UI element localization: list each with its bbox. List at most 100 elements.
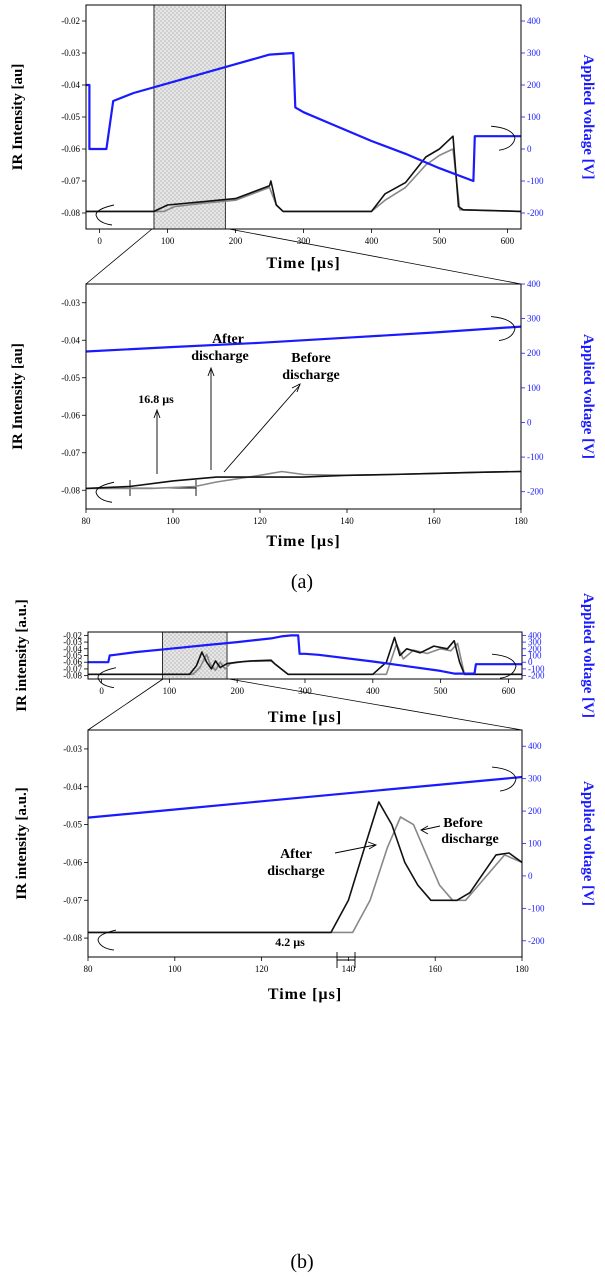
delay-label: 16.8 µs — [138, 392, 174, 406]
y-right-tick-label: 100 — [528, 839, 542, 849]
x-tick-label: 160 — [427, 516, 441, 526]
series-line-after-discharge — [88, 636, 522, 676]
y-right-tick-label: 200 — [527, 80, 541, 90]
x-axis-label: Time [µs] — [268, 986, 342, 1003]
y-right-tick-label: 100 — [528, 651, 542, 661]
y-right-tick-label: 0 — [527, 417, 532, 427]
y-right-tick-label: 0 — [527, 144, 532, 154]
after-discharge-label: After — [280, 847, 312, 862]
y-right-tick-label: 400 — [527, 279, 541, 289]
y-tick-label: -0.02 — [61, 16, 80, 26]
plot-frame — [85, 283, 522, 510]
y-right-tick-label: 200 — [528, 644, 542, 654]
y-right-axis-label: Applied voltage [V] — [580, 334, 596, 459]
x-tick-label: 180 — [515, 964, 529, 974]
x-axis-label: Time [µs] — [266, 533, 340, 550]
y-right-tick-label: 400 — [528, 630, 542, 640]
x-tick-label: 200 — [230, 686, 244, 696]
x-tick-label: 80 — [82, 516, 92, 526]
plot-frame — [85, 4, 522, 230]
x-tick-label: 300 — [297, 236, 311, 246]
y-right-tick-label: -200 — [528, 936, 545, 946]
x-tick-label: 300 — [298, 686, 312, 696]
left-axis-arrow — [97, 667, 117, 689]
before-discharge-label: Before — [291, 351, 330, 366]
delay-label: 4.2 µs — [275, 935, 305, 949]
y-tick-label: -0.03 — [61, 298, 80, 308]
y-right-tick-label: -200 — [527, 487, 544, 497]
chart-panel-b-overview: 0 100 200 300 400 500 600-0.08-0.07-0.06-0.05-… — [14, 593, 596, 726]
y-right-tick-label: 100 — [527, 383, 541, 393]
series-line-after-discharge — [86, 135, 522, 213]
series-line-after-discharge — [88, 801, 523, 934]
y-tick-label: -0.03 — [63, 637, 82, 647]
series-line-applied-voltage — [85, 325, 522, 353]
x-axis-label: Time [µs] — [268, 709, 342, 726]
y-tick-label: -0.06 — [61, 410, 80, 420]
y-right-tick-label: 0 — [528, 657, 533, 667]
y-axis-label: IR Intensity [au] — [10, 64, 26, 171]
left-axis-arrow — [95, 204, 115, 226]
y-tick-label: -0.08 — [63, 933, 82, 943]
y-tick-label: -0.06 — [61, 144, 80, 154]
y-right-axis-label: Applied voltage [V] — [580, 781, 596, 906]
x-axis-label: Time [µs] — [266, 255, 340, 272]
y-right-tick-label: 400 — [527, 16, 541, 26]
left-axis-arrow — [97, 929, 117, 951]
y-right-tick-label: -100 — [528, 903, 545, 913]
series-line-applied-voltage — [86, 51, 521, 183]
y-tick-label: -0.05 — [63, 820, 82, 830]
left-axis-arrow — [95, 481, 115, 503]
annotations-b: After discharge Before discharge 4.2 µs — [267, 816, 499, 968]
before-discharge-label-2: discharge — [441, 832, 499, 847]
y-right-tick-label: 100 — [527, 112, 541, 122]
series-line-applied-voltage — [88, 634, 522, 675]
y-right-tick-label: 300 — [528, 774, 542, 784]
y-right-tick-label: 300 — [527, 48, 541, 58]
x-tick-label: 200 — [229, 236, 243, 246]
y-tick-label: -0.05 — [61, 112, 80, 122]
x-tick-label: 140 — [340, 516, 354, 526]
x-tick-label: 400 — [366, 686, 380, 696]
caption-a: (a) — [291, 571, 313, 593]
right-axis-arrow — [490, 316, 516, 342]
y-tick-label: -0.02 — [63, 630, 82, 640]
plot-frame — [87, 631, 523, 680]
y-tick-label: -0.04 — [63, 782, 82, 792]
y-right-tick-label: 400 — [528, 741, 542, 751]
series-line-before-discharge — [88, 816, 523, 934]
x-tick-label: 180 — [514, 516, 528, 526]
y-right-tick-label: -100 — [527, 176, 544, 186]
after-discharge-label-2: discharge — [191, 349, 249, 364]
y-right-tick-label: 300 — [528, 637, 542, 647]
zoom-connectors — [85, 228, 523, 731]
x-tick-label: 80 — [84, 964, 94, 974]
y-right-tick-label: -200 — [527, 208, 544, 218]
y-tick-label: -0.07 — [63, 895, 82, 905]
series-line-before-discharge — [88, 642, 522, 676]
y-right-tick-label: -100 — [527, 452, 544, 462]
x-tick-label: 140 — [342, 964, 356, 974]
y-right-tick-label: -200 — [528, 671, 545, 681]
y-tick-label: -0.07 — [63, 664, 82, 674]
series-line-before-discharge — [86, 470, 522, 490]
series-line-after-discharge — [85, 470, 522, 490]
y-right-tick-label: 300 — [527, 314, 541, 324]
x-tick-label: 160 — [428, 964, 442, 974]
x-tick-label: 600 — [501, 236, 515, 246]
y-right-tick-label: 0 — [528, 871, 533, 881]
y-tick-label: -0.08 — [61, 208, 80, 218]
series-line-applied-voltage — [87, 775, 523, 819]
y-tick-label: -0.06 — [63, 857, 82, 867]
y-axis-label: IR intensity [a.u.] — [14, 599, 30, 712]
x-tick-label: 100 — [163, 686, 177, 696]
y-right-axis-label: Applied voltage [V] — [580, 55, 596, 180]
x-tick-label: 0 — [97, 236, 102, 246]
y-right-tick-label: -100 — [528, 664, 545, 674]
after-discharge-label-2: discharge — [267, 864, 325, 879]
y-tick-label: -0.05 — [61, 373, 80, 383]
y-right-axis-label: Applied voltage [V] — [580, 593, 596, 718]
x-tick-label: 120 — [255, 964, 269, 974]
right-axis-arrow — [490, 125, 516, 151]
